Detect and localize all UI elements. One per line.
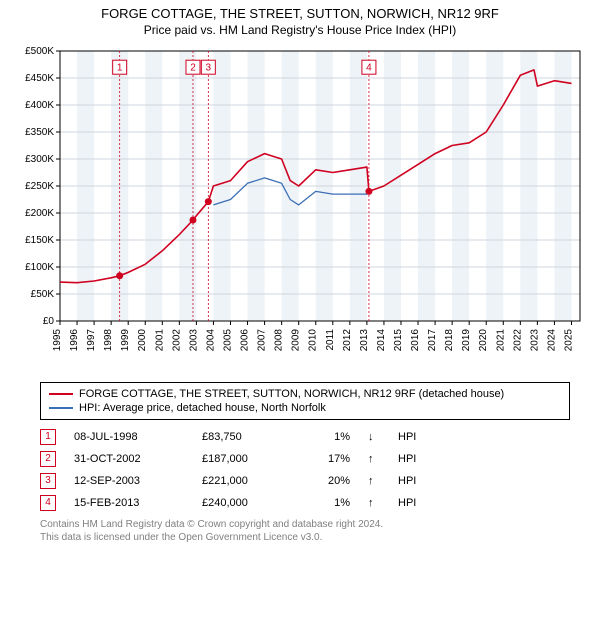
svg-text:2018: 2018 xyxy=(444,328,455,351)
transaction-marker: 4 xyxy=(40,495,56,511)
page: FORGE COTTAGE, THE STREET, SUTTON, NORWI… xyxy=(0,0,600,620)
svg-text:£0: £0 xyxy=(43,316,55,327)
svg-text:£400K: £400K xyxy=(25,100,54,111)
transaction-table: 1 08-JUL-1998 £83,750 1% ↓ HPI 2 31-OCT-2002 £18… xyxy=(40,426,570,514)
svg-text:2015: 2015 xyxy=(393,328,404,351)
legend-item: HPI: Average price, detached house, Nort… xyxy=(49,401,561,415)
transaction-marker: 2 xyxy=(40,451,56,467)
transaction-row: 4 15-FEB-2013 £240,000 1% ↑ HPI xyxy=(40,492,570,514)
legend-label: FORGE COTTAGE, THE STREET, SUTTON, NORWI… xyxy=(79,388,504,400)
svg-text:1997: 1997 xyxy=(86,328,97,351)
svg-text:2010: 2010 xyxy=(308,328,319,351)
svg-text:2024: 2024 xyxy=(546,328,557,351)
transaction-price: £240,000 xyxy=(202,497,292,509)
svg-text:£150K: £150K xyxy=(25,235,54,246)
svg-text:2020: 2020 xyxy=(478,328,489,351)
svg-text:2000: 2000 xyxy=(137,328,148,351)
svg-text:2004: 2004 xyxy=(205,328,216,351)
transaction-arrow-icon: ↑ xyxy=(368,453,380,465)
svg-text:2008: 2008 xyxy=(274,328,285,351)
svg-text:2005: 2005 xyxy=(222,328,233,351)
svg-text:1996: 1996 xyxy=(69,328,80,351)
legend-swatch xyxy=(49,393,73,395)
transaction-vs: HPI xyxy=(398,453,416,465)
transaction-date: 31-OCT-2002 xyxy=(74,453,184,465)
chart-subtitle: Price paid vs. HM Land Registry's House … xyxy=(0,23,600,41)
transaction-date: 08-JUL-1998 xyxy=(74,431,184,443)
svg-text:4: 4 xyxy=(366,63,372,74)
svg-text:2023: 2023 xyxy=(529,328,540,351)
transaction-pct: 17% xyxy=(310,453,350,465)
legend-label: HPI: Average price, detached house, Nort… xyxy=(79,402,326,414)
svg-text:1999: 1999 xyxy=(120,328,131,351)
svg-text:2022: 2022 xyxy=(512,328,523,351)
transaction-date: 12-SEP-2003 xyxy=(74,475,184,487)
svg-text:2001: 2001 xyxy=(154,328,165,351)
svg-text:2003: 2003 xyxy=(188,328,199,351)
transaction-vs: HPI xyxy=(398,431,416,443)
svg-text:2009: 2009 xyxy=(291,328,302,351)
footer-line-2: This data is licensed under the Open Gov… xyxy=(40,531,570,544)
chart-title: FORGE COTTAGE, THE STREET, SUTTON, NORWI… xyxy=(0,0,600,23)
transaction-arrow-icon: ↑ xyxy=(368,497,380,509)
svg-text:1: 1 xyxy=(117,63,123,74)
transaction-row: 1 08-JUL-1998 £83,750 1% ↓ HPI xyxy=(40,426,570,448)
price-chart: £0 £50K £100K £150K £200K £250K £300K £350K £400… xyxy=(10,41,590,376)
svg-text:£200K: £200K xyxy=(25,208,54,219)
transaction-arrow-icon: ↓ xyxy=(368,431,380,443)
legend-item: FORGE COTTAGE, THE STREET, SUTTON, NORWI… xyxy=(49,387,561,401)
svg-text:£50K: £50K xyxy=(31,289,55,300)
svg-text:1998: 1998 xyxy=(103,328,114,351)
svg-text:£250K: £250K xyxy=(25,181,54,192)
svg-text:1995: 1995 xyxy=(52,328,63,351)
transaction-vs: HPI xyxy=(398,497,416,509)
svg-text:£300K: £300K xyxy=(25,154,54,165)
legend: FORGE COTTAGE, THE STREET, SUTTON, NORWI… xyxy=(40,382,570,420)
svg-text:2006: 2006 xyxy=(240,328,251,351)
transaction-price: £221,000 xyxy=(202,475,292,487)
svg-text:2012: 2012 xyxy=(342,328,353,351)
transaction-pct: 20% xyxy=(310,475,350,487)
transaction-marker: 3 xyxy=(40,473,56,489)
svg-text:£350K: £350K xyxy=(25,127,54,138)
svg-text:2011: 2011 xyxy=(325,328,336,350)
transaction-vs: HPI xyxy=(398,475,416,487)
transaction-pct: 1% xyxy=(310,431,350,443)
svg-text:2019: 2019 xyxy=(461,328,472,351)
svg-text:2007: 2007 xyxy=(257,328,268,351)
transaction-date: 15-FEB-2013 xyxy=(74,497,184,509)
svg-text:2017: 2017 xyxy=(427,328,438,351)
transaction-row: 2 31-OCT-2002 £187,000 17% ↑ HPI xyxy=(40,448,570,470)
transaction-pct: 1% xyxy=(310,497,350,509)
svg-text:£450K: £450K xyxy=(25,73,54,84)
svg-text:2016: 2016 xyxy=(410,328,421,351)
transaction-price: £187,000 xyxy=(202,453,292,465)
svg-text:2: 2 xyxy=(190,63,196,74)
svg-text:2025: 2025 xyxy=(563,328,574,351)
transaction-price: £83,750 xyxy=(202,431,292,443)
footer-line-1: Contains HM Land Registry data © Crown c… xyxy=(40,518,570,531)
svg-text:2014: 2014 xyxy=(376,328,387,351)
svg-text:£500K: £500K xyxy=(25,46,54,57)
transaction-marker: 1 xyxy=(40,429,56,445)
chart-footer: Contains HM Land Registry data © Crown c… xyxy=(40,518,570,544)
chart-svg: £0 £50K £100K £150K £200K £250K £300K £350K £400… xyxy=(10,41,590,371)
transaction-row: 3 12-SEP-2003 £221,000 20% ↑ HPI xyxy=(40,470,570,492)
legend-swatch xyxy=(49,407,73,409)
svg-text:2021: 2021 xyxy=(495,328,506,351)
svg-text:£100K: £100K xyxy=(25,262,54,273)
transaction-arrow-icon: ↑ xyxy=(368,475,380,487)
svg-text:3: 3 xyxy=(206,63,212,74)
svg-text:2013: 2013 xyxy=(359,328,370,351)
svg-text:2002: 2002 xyxy=(171,328,182,351)
